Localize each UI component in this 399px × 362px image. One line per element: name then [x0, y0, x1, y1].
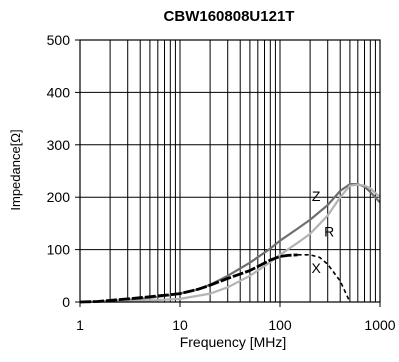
y-tick-label: 0	[62, 294, 70, 310]
x-tick-label: 1000	[364, 317, 395, 333]
y-axis-label: Impedance[Ω]	[8, 129, 23, 210]
series-x-dashed-line	[297, 254, 351, 303]
y-tick-label: 400	[47, 84, 71, 100]
series-x-line	[79, 253, 298, 304]
x-tick-label: 100	[268, 317, 292, 333]
annotation-x: X	[312, 260, 322, 276]
y-tick-label: 300	[47, 137, 71, 153]
x-tick-label: 1	[76, 317, 84, 333]
annotation-layer: Z R X	[312, 188, 335, 276]
series-layer	[79, 183, 381, 304]
x-axis-label: Frequency [MHz]	[180, 334, 287, 350]
annotation-r: R	[324, 224, 334, 240]
x-tick-label: 10	[172, 317, 188, 333]
series-z-line	[79, 183, 381, 304]
tick-layer: 0 100 200 300 400 500 1 10 100 1000	[47, 32, 396, 333]
series-r-line	[79, 183, 381, 304]
y-tick-label: 200	[47, 189, 71, 205]
y-tick-label: 100	[47, 242, 71, 258]
plot-frame	[79, 39, 381, 303]
chart-title: CBW160808U121T	[164, 8, 295, 25]
grid-layer	[80, 40, 380, 302]
annotation-z: Z	[312, 188, 321, 204]
y-tick-label: 500	[47, 32, 71, 48]
